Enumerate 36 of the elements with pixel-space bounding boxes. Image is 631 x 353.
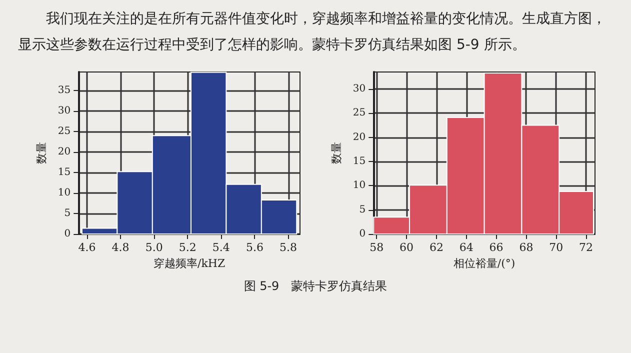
y-tick-label: 10: [58, 187, 70, 198]
x-axis-title: 相位裕量/(°): [454, 256, 516, 270]
y-tick-label: 0: [360, 228, 366, 240]
x-tick-label: 60: [400, 241, 414, 254]
x-tick-label: 62: [430, 241, 444, 254]
y-tick-label: 15: [353, 156, 366, 167]
x-tick-label: 70: [549, 241, 564, 254]
x-tick-label: 5.8: [279, 241, 297, 254]
y-axis-title: 数量: [330, 142, 344, 164]
x-tick-label: 5.2: [178, 241, 196, 254]
y-tick-label: 20: [353, 132, 366, 143]
x-tick-label: 64: [460, 241, 474, 254]
y-axis-title: 数量: [34, 142, 48, 164]
y-tick-label: 30: [58, 105, 70, 116]
caption: 图 5-9 蒙特卡罗仿真结果: [242, 278, 388, 295]
text: 我们现在关注的是在所有元器件值变化时，穿越频率和增益裕量的变化情况。生成直方图，显示这些参数在运行过程中受到了怎样的影响。蒙特卡罗仿真结果如图 5-9 所示。: [18, 11, 606, 53]
x-tick-label: 5.0: [145, 241, 163, 254]
x-tick-label: 5.4: [212, 241, 230, 254]
x-tick-label: 72: [579, 241, 594, 254]
y-tick-label: 5: [360, 204, 366, 216]
y-tick-label: 5: [64, 208, 70, 219]
x-axis-title: 穿越频率/kHZ: [153, 256, 226, 270]
y-tick-label: 10: [353, 180, 366, 192]
y-tick-label: 0: [64, 228, 70, 240]
x-tick-label: 4.6: [78, 241, 96, 254]
x-tick-label: 4.8: [112, 241, 130, 254]
x-tick-label: 58: [370, 241, 384, 254]
y-tick-label: 25: [58, 126, 70, 137]
y-tick-label: 15: [58, 166, 70, 178]
x-tick-label: 68: [519, 241, 534, 254]
y-tick-label: 20: [58, 146, 70, 158]
x-tick-label: 5.6: [246, 241, 264, 254]
y-tick-label: 35: [58, 84, 70, 96]
y-tick-label: 30: [353, 83, 366, 94]
x-tick-label: 66: [490, 241, 504, 254]
y-tick-label: 25: [353, 108, 366, 119]
